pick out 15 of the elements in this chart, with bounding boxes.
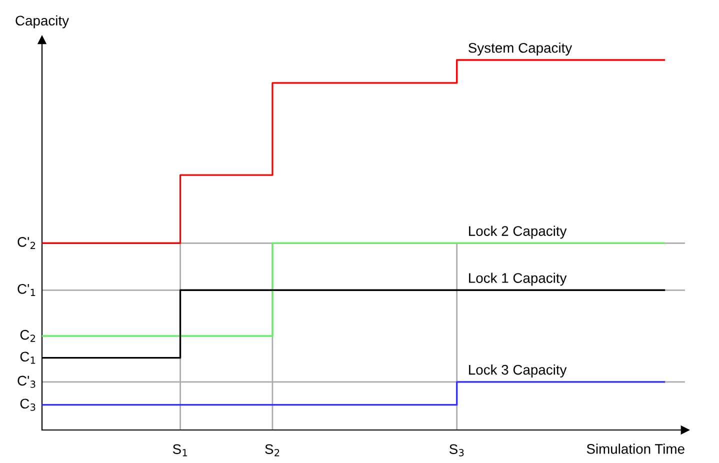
x-axis-title: Simulation Time: [586, 444, 684, 454]
ref-line-label: C'$_{2}$: [18, 237, 36, 249]
text: C$_{1}$: [20, 352, 36, 364]
x-tick-label: S$_{1}$: [172, 444, 187, 456]
text: C$_{2}$: [20, 330, 36, 342]
series-label: Lock 2 Capacity: [469, 226, 567, 239]
ref-line-label: C'$_{1}$: [18, 284, 36, 296]
series-label: Lock 1 Capacity: [469, 272, 567, 286]
text: C$_{3}$: [20, 398, 36, 411]
x-tick-label: S$_{2}$: [265, 444, 280, 456]
y-axis-title: Capacity: [16, 15, 69, 28]
ref-line-label: C'$_{3}$: [18, 376, 36, 388]
series-label: Lock 3 Capacity: [469, 364, 567, 378]
series-label: System Capacity: [468, 42, 572, 56]
x-tick-label: S$_{3}$: [449, 444, 464, 456]
